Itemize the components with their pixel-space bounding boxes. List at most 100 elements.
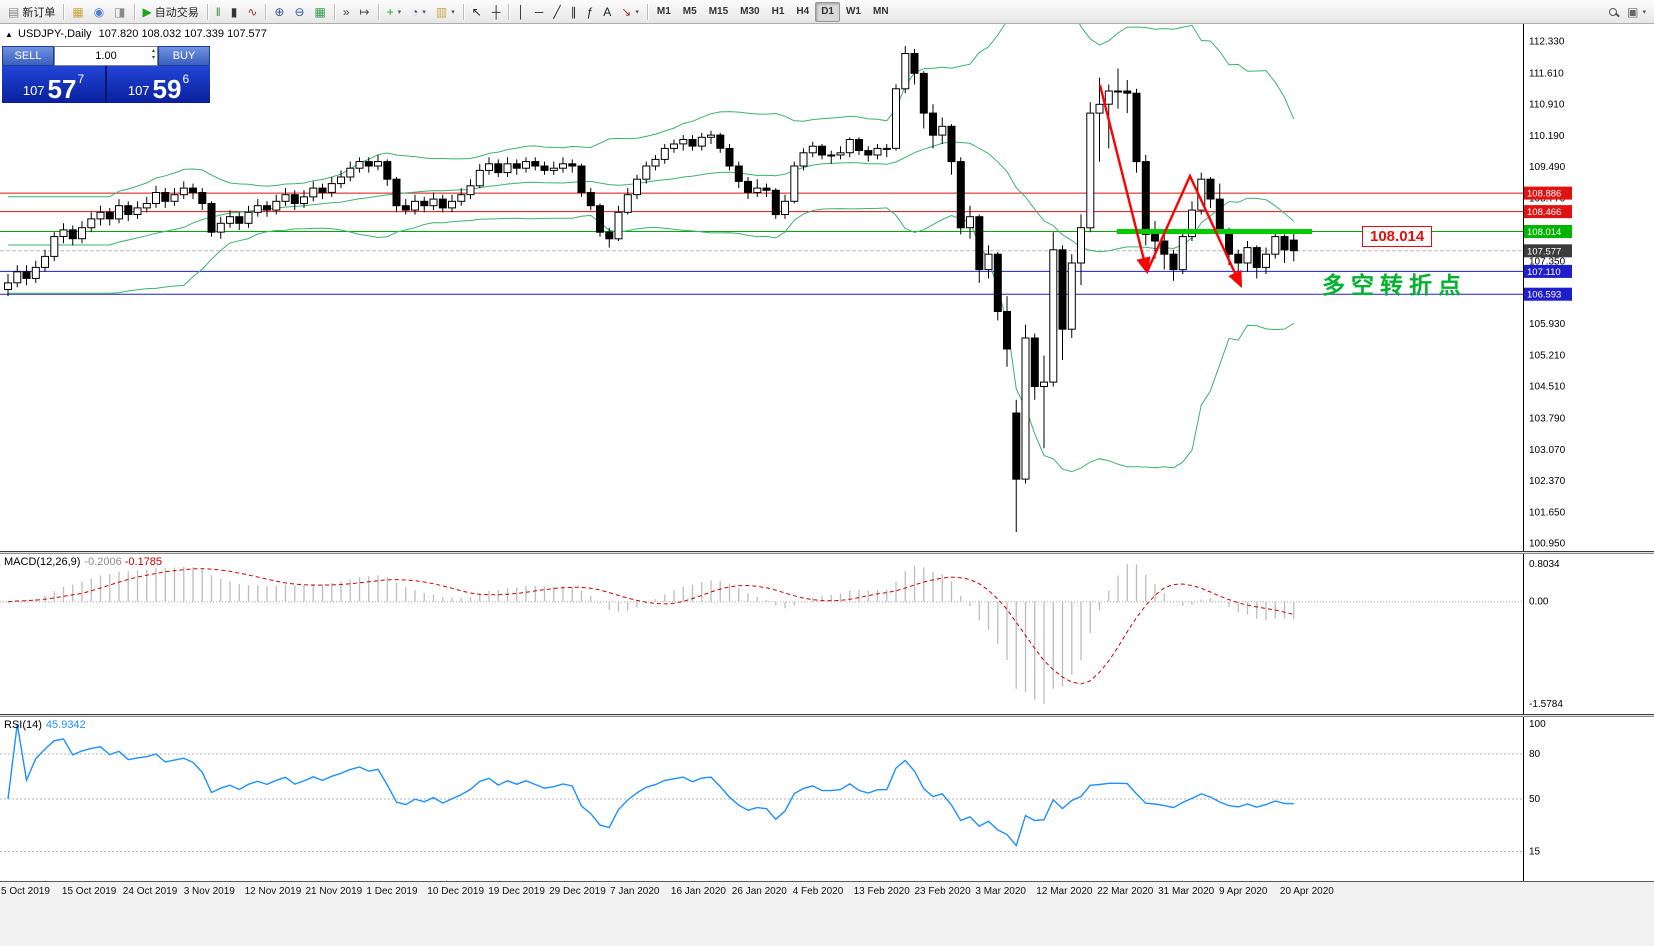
search-button[interactable] <box>1604 2 1622 22</box>
timeframe-mn-button[interactable]: MN <box>867 2 895 22</box>
timeframe-h4-button[interactable]: H4 <box>790 2 815 22</box>
time-axis-label: 7 Jan 2020 <box>610 886 660 897</box>
one-click-toggle-icon[interactable]: ▲ <box>5 30 13 39</box>
candle <box>660 147 669 160</box>
candle <box>226 216 234 224</box>
panel-splitter[interactable] <box>0 714 1654 717</box>
price-annotation[interactable]: 108.014 <box>1362 226 1433 247</box>
new-order-button[interactable]: ▤ 新订单 <box>3 2 60 22</box>
timeframe-m1-button[interactable]: M1 <box>651 2 677 22</box>
zoom-in-icon: ⊕ <box>274 4 285 19</box>
auto-scroll-button[interactable]: » <box>338 2 355 22</box>
candle <box>753 187 762 194</box>
candle <box>300 196 308 204</box>
quick-panel-button[interactable]: ▣ ▾ <box>1622 2 1651 22</box>
volume-spinner[interactable]: ▴ ▾ <box>152 48 155 61</box>
toolbar-separator <box>206 3 208 20</box>
cursor-button[interactable]: ↖ <box>467 2 487 22</box>
timeframe-m1-label: M1 <box>656 6 671 17</box>
spinner-up-icon[interactable]: ▴ <box>151 48 155 54</box>
rsi-chart[interactable]: 100 80 50 15 <box>0 717 1654 881</box>
time-axis-label: 13 Feb 2020 <box>853 886 910 897</box>
bb-lower <box>8 207 1295 473</box>
candle <box>522 161 530 169</box>
candle <box>1280 236 1289 251</box>
toolbar-group: ▶ 自动交易 <box>138 0 204 23</box>
timeframe-m5-button[interactable]: M5 <box>677 2 703 22</box>
candle <box>1095 103 1104 114</box>
buy-button[interactable]: BUY <box>158 46 210 66</box>
dropdown-arrow-icon: ▾ <box>1642 8 1646 16</box>
indicators-button[interactable]: + ▾ <box>382 2 407 22</box>
candle <box>771 189 780 216</box>
trendline-icon: ╱ <box>553 4 561 19</box>
candle <box>596 205 604 233</box>
price-scale-label: 100.950 <box>1529 539 1566 550</box>
ohlc-bars-button[interactable]: ‖ <box>211 2 226 22</box>
candle <box>1271 236 1280 255</box>
profiles-icon: ◉ <box>93 4 105 19</box>
candle <box>494 163 503 174</box>
line-chart-button[interactable]: ∿ <box>242 2 262 22</box>
panel-splitter[interactable] <box>0 551 1654 554</box>
autotrading-button[interactable]: ▶ 自动交易 <box>138 2 204 22</box>
dropdown-arrow-icon: ▾ <box>451 8 455 16</box>
new-chart-button[interactable]: ▦ <box>67 2 88 22</box>
candle <box>189 187 197 194</box>
timeframe-d1-button[interactable]: D1 <box>815 1 840 22</box>
macd-signal-line <box>7 568 1294 685</box>
templates-button[interactable]: ▥ ▾ <box>431 2 460 22</box>
channel-button[interactable]: ∥ <box>566 2 582 22</box>
sell-button[interactable]: SELL <box>2 46 54 66</box>
buy-price-button[interactable]: 107 59 6 <box>107 66 210 103</box>
timeframe-h1-button[interactable]: H1 <box>766 2 791 22</box>
fibonacci-button[interactable]: ƒ <box>582 2 599 22</box>
price-scale-label: 111.610 <box>1529 69 1564 80</box>
crosshair-button[interactable]: ┼ <box>487 2 506 22</box>
price-tag-108.886 <box>1524 186 1572 200</box>
tile-windows-button[interactable]: ▦ <box>310 2 331 22</box>
timeframe-m30-button[interactable]: M30 <box>734 2 765 22</box>
tile-windows-icon: ▦ <box>314 4 326 19</box>
time-axis-label: 24 Oct 2019 <box>122 886 178 897</box>
time-axis-label: 15 Oct 2019 <box>61 886 117 897</box>
trendline-button[interactable]: ╱ <box>548 2 565 22</box>
spinner-down-icon[interactable]: ▾ <box>151 54 155 61</box>
time-axis[interactable]: 5 Oct 2019 15 Oct 2019 24 Oct 2019 3 Nov 20… <box>0 881 1654 946</box>
vertical-line-button[interactable]: │ <box>512 2 530 22</box>
candle <box>762 187 771 191</box>
time-axis-label: 10 Dec 2019 <box>427 886 485 897</box>
arrows-button[interactable]: ↘ ▾ <box>616 2 644 22</box>
svg-text:107.110: 107.110 <box>1527 267 1561 278</box>
time-axis-label: 4 Feb 2020 <box>792 886 844 897</box>
candle <box>152 192 160 204</box>
volume-field[interactable]: 1.00 ▴ ▾ <box>54 46 158 66</box>
toolbar-group: ▣ ▾ <box>1604 0 1651 23</box>
macd-panel: 0.8034 0.00 -1.5784 MACD(12,26,9) -0.2006 -0… <box>0 554 1654 714</box>
sell-price-pips: 57 <box>47 73 77 104</box>
timeframe-m30-label: M30 <box>740 6 760 17</box>
crosshair-icon: ┼ <box>491 4 501 19</box>
timeframe-m15-button[interactable]: M15 <box>703 2 734 22</box>
timeframe-w1-button[interactable]: W1 <box>840 2 867 22</box>
profiles-button[interactable]: ◉ <box>89 2 109 22</box>
turning-point-annotation[interactable]: 多空转折点 <box>1322 272 1467 298</box>
market-watch-button[interactable]: ◨ <box>109 2 130 22</box>
candle <box>420 200 429 207</box>
chart-shift-button[interactable]: ↦ <box>355 2 375 22</box>
zoom-in-button[interactable]: ⊕ <box>269 2 289 22</box>
zoom-out-button[interactable]: ⊖ <box>289 2 309 22</box>
horizontal-line-button[interactable]: ─ <box>530 2 549 22</box>
trend-arrow-zigzag[interactable] <box>1145 173 1243 289</box>
sell-price-button[interactable]: 107 57 7 <box>2 66 105 103</box>
new-order-label: 新订单 <box>22 6 56 19</box>
candle <box>124 205 133 215</box>
trend-arrow-down-1[interactable] <box>1098 84 1151 275</box>
price-chart[interactable]: 112.330111.610110.910110.190109.490108.7… <box>0 24 1654 551</box>
candle <box>910 53 919 74</box>
text-button[interactable]: A <box>598 2 616 22</box>
periods-button[interactable]: ◔ ▾ <box>406 2 431 22</box>
candlestick-button[interactable]: ▮ <box>226 2 243 22</box>
macd-chart[interactable]: 0.8034 0.00 -1.5784 <box>0 554 1654 714</box>
candle <box>115 205 123 220</box>
